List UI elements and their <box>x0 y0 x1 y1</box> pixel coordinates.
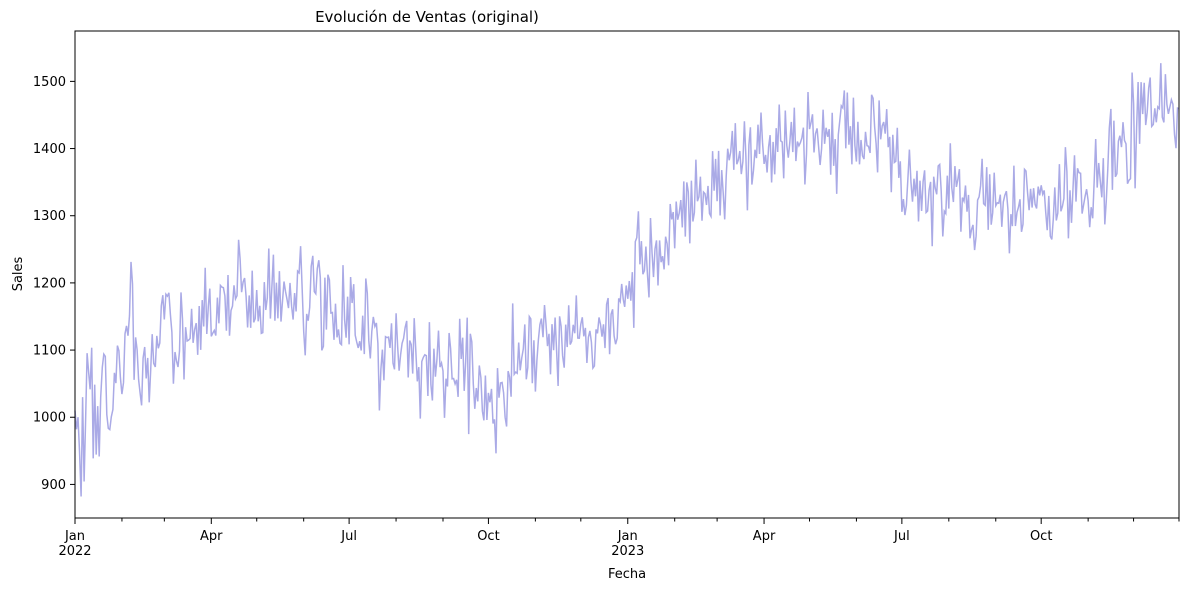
x-tick-label: Apr <box>200 529 223 544</box>
y-tick-label: 1000 <box>33 411 66 426</box>
x-tick-year-label: 2023 <box>611 544 644 559</box>
x-tick-label: Jul <box>893 529 910 544</box>
y-tick-label: 1400 <box>33 142 66 157</box>
plot-area <box>74 30 1180 519</box>
y-axis-title: Sales <box>11 256 26 291</box>
y-tick-label: 1300 <box>33 209 66 224</box>
x-tick-label: Jul <box>340 529 357 544</box>
x-tick-label: Oct <box>477 529 499 544</box>
sales-series-line <box>74 63 1180 497</box>
x-tick-label: Jan <box>64 529 85 544</box>
x-tick-label: Apr <box>753 529 776 544</box>
plot-frame <box>74 30 1180 519</box>
x-tick-year-label: 2022 <box>58 544 91 559</box>
y-tick-label: 900 <box>41 478 66 493</box>
y-tick-label: 1500 <box>33 75 66 90</box>
chart-title: Evolución de Ventas (original) <box>315 8 539 26</box>
x-axis-title: Fecha <box>608 567 646 582</box>
x-tick-label: Oct <box>1030 529 1052 544</box>
y-axis: 900 1000 1100 1200 1300 1400 1500 <box>33 75 75 493</box>
y-tick-label: 1100 <box>33 344 66 359</box>
x-tick-label: Jan <box>617 529 638 544</box>
y-tick-label: 1200 <box>33 276 66 291</box>
